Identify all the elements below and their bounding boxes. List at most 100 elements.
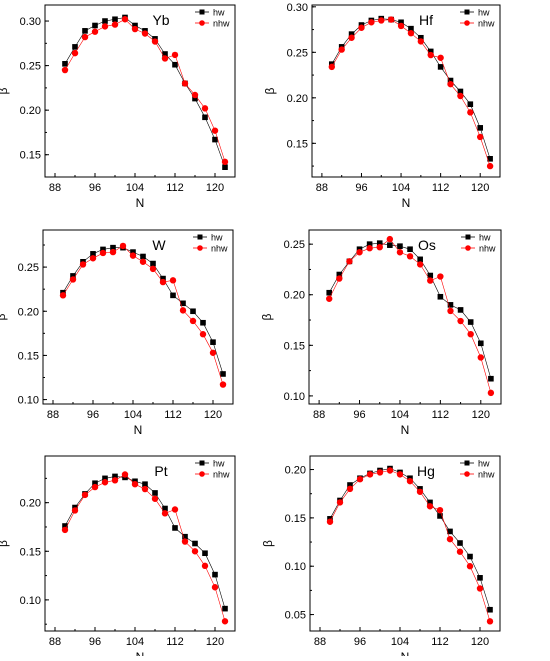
data-point-nhw	[427, 51, 434, 59]
data-point-nhw	[81, 33, 89, 41]
data-point-hw	[152, 490, 158, 496]
data-point-nhw	[416, 488, 424, 495]
x-tick-label: 96	[353, 409, 365, 421]
data-point-nhw	[79, 261, 87, 268]
data-point-hw	[437, 64, 444, 70]
data-point-hw	[427, 272, 434, 279]
data-point-hw	[407, 246, 413, 253]
data-point-hw	[70, 273, 76, 279]
data-point-nhw	[119, 242, 127, 250]
data-point-nhw	[407, 30, 415, 37]
data-point-nhw	[456, 548, 464, 555]
data-point-hw	[418, 34, 424, 41]
data-point-nhw	[336, 499, 344, 506]
data-point-hw	[348, 31, 355, 37]
series-line-nhw	[328, 238, 492, 393]
data-point-hw	[212, 136, 218, 143]
x-tick-label: 104	[124, 409, 142, 421]
data-point-nhw	[91, 483, 99, 491]
y-tick-label: 0.25	[287, 47, 308, 59]
data-point-nhw	[189, 317, 197, 325]
data-point-hw	[162, 51, 168, 57]
x-tick-label: 96	[355, 182, 367, 194]
data-point-hw	[437, 513, 443, 519]
data-point-nhw	[368, 19, 375, 26]
panel-title: Pt	[154, 463, 167, 479]
data-point-hw	[326, 289, 333, 296]
data-point-nhw	[69, 276, 77, 283]
data-point-nhw	[61, 66, 69, 74]
y-tick-label: 0.25	[18, 262, 39, 274]
data-point-hw	[132, 22, 138, 29]
legend-marker-hw	[464, 460, 470, 466]
data-point-hw	[102, 18, 108, 24]
data-point-hw	[210, 339, 216, 345]
series-line-hw	[328, 242, 492, 379]
y-axis-label: β	[260, 313, 274, 320]
data-point-nhw	[346, 258, 353, 265]
legend-label-hw: hw	[478, 459, 490, 469]
plot-frame	[309, 455, 501, 632]
data-point-nhw	[396, 471, 404, 478]
data-point-hw	[487, 155, 493, 162]
data-point-hw	[130, 249, 136, 255]
x-tick-label: 88	[313, 409, 325, 421]
data-point-hw	[427, 499, 433, 506]
data-point-nhw	[416, 261, 424, 268]
legend-label-nhw: nhw	[213, 470, 230, 480]
x-axis-label: N	[401, 423, 410, 437]
data-point-hw	[62, 61, 68, 67]
x-axis-label: N	[401, 650, 410, 656]
data-point-hw	[347, 482, 353, 488]
data-point-hw	[408, 25, 414, 32]
data-point-nhw	[386, 235, 394, 243]
data-point-hw	[82, 28, 88, 34]
data-point-hw	[92, 22, 98, 29]
data-point-nhw	[326, 295, 333, 302]
x-tick-label: 104	[126, 636, 144, 648]
data-point-nhw	[61, 526, 69, 534]
y-axis-label: β	[261, 540, 275, 547]
data-point-nhw	[376, 469, 384, 476]
data-point-hw	[222, 605, 228, 612]
y-tick-label: 0.30	[287, 2, 308, 14]
plot-frame	[308, 229, 502, 405]
data-point-nhw	[161, 55, 169, 62]
y-tick-label: 0.15	[20, 150, 41, 162]
x-tick-label: 88	[49, 182, 61, 194]
y-tick-label: 0.20	[285, 465, 306, 477]
x-tick-label: 120	[471, 182, 489, 194]
data-point-hw	[112, 473, 118, 480]
data-point-hw	[477, 125, 484, 131]
data-point-hw	[467, 553, 473, 560]
data-point-nhw	[141, 30, 149, 37]
x-axis-label: N	[136, 196, 145, 210]
data-point-hw	[182, 533, 188, 540]
legend-label-nhw: nhw	[478, 19, 495, 29]
x-tick-label: 112	[432, 182, 450, 194]
data-point-hw	[457, 307, 464, 313]
data-point-hw	[417, 256, 423, 263]
legend-label-nhw: nhw	[213, 19, 230, 29]
legend-label-nhw: nhw	[479, 244, 496, 254]
data-point-hw	[376, 240, 383, 246]
data-point-nhw	[161, 510, 169, 517]
data-point-nhw	[487, 389, 495, 397]
data-point-nhw	[397, 22, 405, 30]
data-point-hw	[192, 95, 198, 102]
panel-title: W	[152, 237, 166, 253]
legend-marker-nhw	[464, 20, 470, 26]
y-tick-label: 0.15	[20, 546, 41, 558]
y-tick-label: 0.10	[285, 561, 306, 573]
y-axis-label: β	[263, 87, 277, 94]
data-point-nhw	[199, 331, 207, 338]
legend-marker-hw	[197, 234, 203, 240]
data-point-nhw	[211, 584, 219, 591]
data-point-hw	[222, 164, 228, 170]
data-point-nhw	[406, 253, 414, 260]
legend-marker-nhw	[464, 471, 470, 477]
data-point-nhw	[171, 51, 179, 59]
data-point-nhw	[477, 354, 484, 361]
